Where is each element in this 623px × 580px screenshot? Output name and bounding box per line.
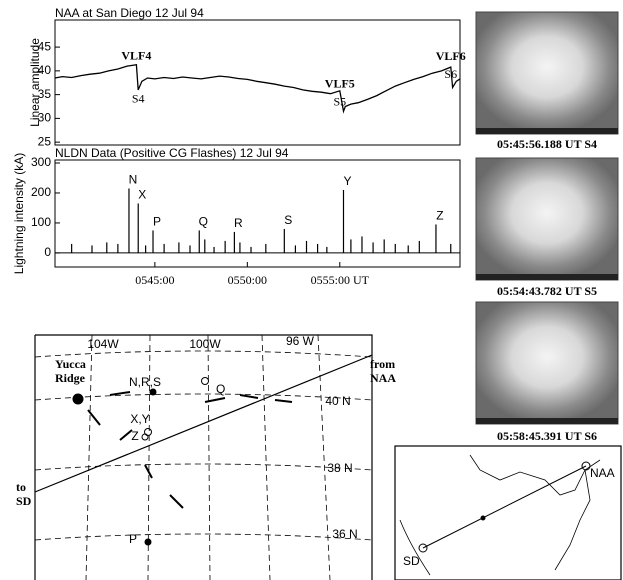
flash-marker	[201, 377, 209, 385]
map-grid	[34, 334, 373, 580]
cluster-label: N,R,S	[129, 375, 161, 389]
annotation: Z	[436, 209, 443, 223]
y-tick-label: 25	[38, 134, 52, 148]
lon-label: 104W	[87, 337, 119, 351]
lon-label: 100W	[189, 337, 221, 351]
annotation: P	[153, 215, 161, 229]
flash-marker	[141, 433, 149, 441]
x-tick-label: 0555:00 UT	[311, 273, 370, 287]
lat-label: 40 N	[325, 394, 350, 408]
x-tick-label: 0550:00	[228, 273, 267, 287]
y-tick-label: 40	[38, 63, 52, 77]
chart-title: NLDN Data (Positive CG Flashes) 12 Jul 9…	[55, 146, 289, 160]
annotation: S	[284, 213, 292, 227]
photo-caption: 05:58:45.391 UT S6	[497, 429, 597, 443]
photo	[475, 301, 619, 425]
photos: 05:45:56.188 UT S4 05:54:43.782 UT S5 05…	[475, 11, 619, 443]
inset-label: SD	[403, 554, 420, 568]
path-line	[34, 354, 373, 493]
photo-caption: 05:54:43.782 UT S5	[497, 284, 597, 298]
photo-strip	[476, 274, 618, 280]
annotation: VLF6	[436, 49, 466, 63]
radar-segments	[87, 391, 293, 509]
photo	[475, 157, 619, 281]
inset-frame	[394, 445, 622, 580]
lat-label: 36 N	[332, 527, 357, 541]
lon-label: 96 W	[286, 334, 315, 348]
site-marker	[72, 393, 84, 405]
flash-marker	[144, 538, 152, 546]
annotation: S5	[333, 95, 346, 109]
annotation: VLF5	[325, 77, 355, 91]
annotation: VLF4	[121, 48, 151, 62]
naa-marker	[581, 461, 591, 471]
cluster-label: Z	[131, 429, 138, 443]
annotation: Q	[199, 215, 208, 229]
y-tick-label: 45	[38, 39, 52, 53]
y-axis-label: Lightning intensity (kA)	[12, 153, 26, 274]
plot-frame	[54, 159, 461, 268]
y-axis-label: Linear amplitude	[28, 38, 42, 127]
lat-label: 38 N	[327, 461, 352, 475]
y-tick-label: 100	[31, 215, 51, 229]
to-label: to SD	[16, 480, 32, 508]
photo-strip	[476, 418, 618, 424]
map-labels: 104W 100W 96 W 40 N 38 N 36 N N,R,S Q X,…	[87, 334, 357, 546]
cluster-label: Q	[216, 382, 225, 396]
annotation: R	[234, 216, 243, 230]
plot-frame	[54, 19, 461, 146]
photo	[475, 11, 619, 135]
line	[54, 63, 461, 114]
y-tick-label: 0	[44, 245, 51, 259]
coastline	[399, 454, 601, 576]
photo-caption: 05:45:56.188 UT S4	[497, 137, 597, 151]
cluster-label: X,Y	[130, 412, 149, 426]
annotation: Y	[343, 174, 351, 188]
annotation: S6	[444, 67, 457, 81]
y-tick-label: 300	[31, 155, 51, 169]
annotation: X	[138, 188, 146, 202]
y-tick-label: 200	[31, 185, 51, 199]
charts: NAA at San Diego 12 Jul 94 Linear amplitu…	[12, 6, 466, 287]
sd-marker	[418, 543, 428, 553]
from-label: from NAA	[370, 357, 396, 385]
map-frame	[34, 334, 373, 580]
chart-title: NAA at San Diego 12 Jul 94	[55, 6, 204, 20]
cluster-label: P	[129, 532, 137, 546]
y-tick-label: 30	[38, 111, 52, 125]
annotation: N	[129, 173, 138, 187]
y-tick-label: 35	[38, 87, 52, 101]
x-tick-label: 0545:00	[135, 273, 174, 287]
inset-map	[394, 445, 622, 580]
map	[34, 334, 373, 580]
site-label: Yucca Ridge	[55, 357, 86, 385]
site-dot	[480, 515, 486, 521]
photo-strip	[476, 128, 618, 134]
inset-label: NAA	[590, 466, 615, 480]
annotation: S4	[132, 92, 145, 106]
inset-path	[422, 465, 587, 549]
flash-marker	[149, 388, 157, 396]
